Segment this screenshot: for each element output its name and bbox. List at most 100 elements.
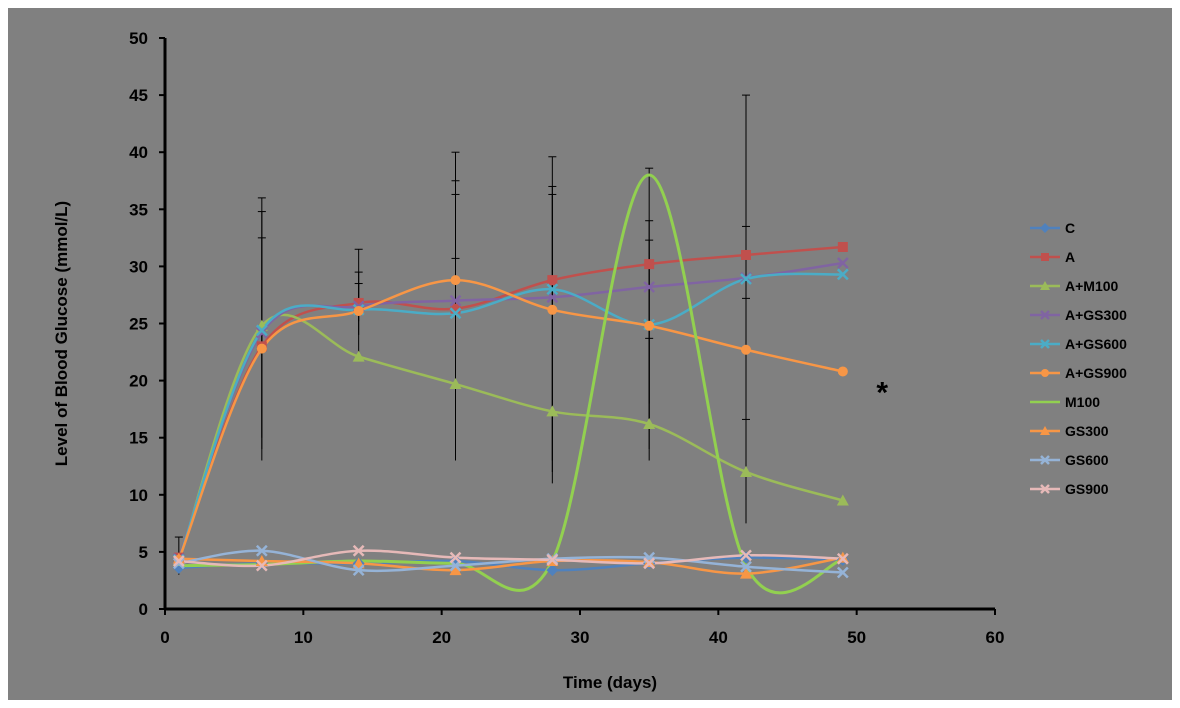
legend-label-c: C [1065,220,1075,236]
y-tick-label: 30 [129,257,148,276]
legend-label-a: A [1065,249,1075,265]
y-tick-label: 20 [129,372,148,391]
data-point-a-m100 [449,378,462,390]
data-point-gs900 [449,551,462,564]
data-point-a-gs900 [547,304,558,315]
data-point-gs900 [643,557,656,570]
data-point-gs600 [740,560,752,573]
data-point-a-gs300 [643,281,656,293]
x-tick-label: 30 [571,628,590,647]
tick-labels: 0 5 10 15 20 25 30 35 40 45 50 0 10 20 30 40 50 60 [129,29,1004,647]
data-point-gs900 [172,555,185,567]
series-line-a-m100 [177,313,844,562]
series-line-gs600 [178,549,843,574]
y-tick-label: 50 [129,29,148,48]
data-point-a-gs600 [255,324,268,337]
data-point-gs900 [352,544,365,557]
y-tick-label: 15 [129,429,148,448]
data-point-a-m100 [546,405,559,417]
data-point-gs600 [255,544,268,557]
x-tick-label: 50 [847,628,866,647]
data-point-a-gs600 [546,283,559,296]
legend-label-gs900: GS900 [1065,481,1109,497]
series-line-a-gs300 [177,261,844,560]
data-point-a-m100 [836,494,849,506]
data-point-c [546,564,559,577]
data-point-a [644,259,655,270]
data-point-gs300 [449,564,462,576]
x-tick-label: 60 [986,628,1005,647]
y-tick-label: 5 [139,543,148,562]
data-point-gs300 [740,567,752,579]
axes [159,37,996,615]
data-point-gs600 [352,564,365,577]
data-point-gs600 [836,566,849,579]
data-point-gs900 [740,549,752,562]
series-line-a-gs900 [177,278,844,561]
data-point-gs900 [836,552,849,565]
data-point-a-gs600 [740,273,752,285]
data-point-a [741,249,751,260]
data-point-a-gs900 [837,366,848,377]
chart-frame: 0 5 10 15 20 25 30 35 40 45 50 0 10 20 30 40 50 60 Level … [8,8,1172,700]
legend-label-a-m100: A+M100 [1065,278,1119,294]
legend-marker-a [1041,253,1049,261]
data-point-gs900 [546,554,559,566]
data-point-a-gs300 [836,257,849,269]
y-tick-label: 40 [129,143,148,162]
y-tick-label: 35 [129,200,148,219]
legend-label-m100: M100 [1065,394,1100,410]
data-point-a [353,297,364,308]
legend-marker-gs300 [1040,426,1050,435]
data-point-a-gs300 [255,326,268,339]
data-point-a-gs900 [741,344,751,355]
series-line-a-gs600 [177,272,843,561]
data-point-gs600 [172,557,185,570]
legend-marker-a-gs600 [1040,339,1050,349]
data-point-a [547,275,558,286]
data-point-gs900 [255,559,268,572]
data-point-a-gs300 [449,294,462,307]
data-point-a-m100 [352,350,365,362]
data-point-c [740,551,752,564]
legend-label-a-gs600: A+GS600 [1065,336,1127,352]
y-axis-title: Level of Blood Glucose (mmol/L) [52,201,71,466]
data-point-a [450,303,461,314]
data-point-a-gs900 [450,275,461,286]
legend-label-gs600: GS600 [1065,452,1109,468]
legend-marker-gs900 [1040,484,1050,494]
x-axis-title: Time (days) [563,673,657,692]
line-chart: 0 5 10 15 20 25 30 35 40 45 50 0 10 20 30 40 50 60 Level … [52,29,1127,692]
x-tick-label: 20 [432,628,451,647]
data-point-a [837,241,848,252]
y-tick-label: 0 [139,600,148,619]
legend-label-a-gs900: A+GS900 [1065,365,1127,381]
data-point-a-gs900 [353,305,364,316]
series-markers [172,241,849,579]
series-lines [177,173,844,595]
y-tick-label: 10 [129,486,148,505]
data-point-a-gs900 [644,320,655,331]
legend-marker-a-gs900 [1041,369,1049,377]
legend-label-gs300: GS300 [1065,423,1109,439]
y-tick-label: 25 [129,315,148,334]
data-point-a-gs900 [256,343,267,354]
data-point-a-m100 [740,465,752,477]
data-point-a-gs600 [836,268,849,281]
x-tick-label: 10 [294,628,313,647]
legend-marker-c [1040,223,1050,233]
legend-marker-gs600 [1040,455,1050,465]
legend-label-a-gs300: A+GS300 [1065,307,1127,323]
legend: CA A+M100 A+GS300 A+GS600 A+GS900 M100 GS300 GS… [1030,220,1127,497]
legend-marker-a-m100 [1040,281,1050,290]
series-line-gs300 [178,556,844,575]
significance-annotation: * [876,377,888,410]
series-line-m100 [178,173,844,595]
x-tick-label: 40 [709,628,728,647]
data-point-a-m100 [643,417,656,429]
series-line-gs900 [178,549,843,568]
data-point-a-gs600 [449,307,462,320]
legend-marker-a-gs300 [1040,310,1050,320]
x-tick-label: 0 [160,628,169,647]
y-tick-label: 45 [129,86,148,105]
